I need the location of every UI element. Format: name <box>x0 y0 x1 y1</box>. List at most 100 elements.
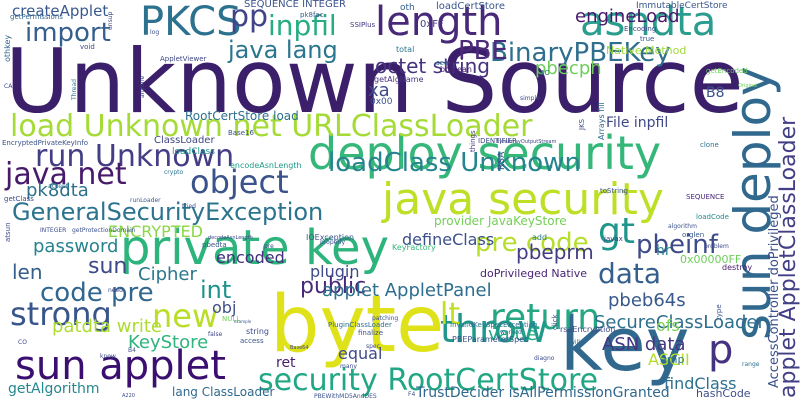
word-pbeinf: pbeinf <box>636 230 718 260</box>
word-pbeprm: pbeprm <box>516 240 594 264</box>
word-decodeasnlength: decodeAsnLength <box>208 235 253 241</box>
word-b4: B4 <box>128 347 136 354</box>
word-pbeb64s: pbeb64s <box>608 290 686 311</box>
word-classloader: ClassLoader <box>154 135 215 146</box>
word-generalsecurityexception: GeneralSecurityException <box>12 198 324 226</box>
word-obj: obj <box>212 298 237 317</box>
word-invalidkeyspecexception: InvalidKeySpecException <box>450 321 538 329</box>
word-trustdecider-isallpermissiongranted: TrustDecider isAllPermissionGranted <box>416 385 670 400</box>
word-arrays-fill: Arrays fill <box>597 102 606 140</box>
word-security-rootcertstore: security RootCertStore <box>258 363 599 398</box>
word-runloader: runLoader <box>130 197 161 204</box>
word-throw: throw <box>440 307 549 351</box>
word-pk8dta: pk8dta <box>26 180 89 201</box>
word-jks: JKS <box>578 118 586 130</box>
word-loadcertstore: loadCertStore <box>436 1 505 12</box>
word-equal: equal <box>338 344 383 363</box>
word-tried: tried <box>182 203 196 210</box>
word-new: new <box>152 297 219 335</box>
word-hr: hr <box>656 243 671 259</box>
word-problem: problem <box>704 243 729 250</box>
word-lt: lt <box>440 297 461 332</box>
word-appletviewer: AppletViewer <box>160 55 207 63</box>
word-getalgname: getAlgName <box>374 75 424 84</box>
word-ssiplus: SSIPlus <box>350 21 376 29</box>
word-sun-applet: sun applet <box>15 343 226 389</box>
word-diagno: diagno <box>534 355 555 362</box>
word-return: return <box>490 297 601 338</box>
word-encrypted: ENCRYPTED <box>108 222 203 241</box>
word-sun: sun <box>88 254 128 279</box>
word-javax: javax <box>604 235 623 243</box>
word-co: CO <box>18 339 27 346</box>
word-access: access <box>240 337 264 345</box>
word-tostring: toString <box>600 187 628 195</box>
word-integer: INTEGER <box>40 227 67 234</box>
word-asn-data: ASN data <box>602 334 686 355</box>
word-know: know <box>100 353 116 360</box>
word-base16: Base16 <box>228 129 254 137</box>
word-pre: pre <box>264 243 274 250</box>
word-plugin: plugin <box>310 262 360 281</box>
word-java-security: java security <box>382 174 664 225</box>
word-pbecph: pbecph <box>535 58 602 79</box>
word-pbedta: pbedta <box>202 241 227 249</box>
word-b8: B8 <box>706 85 725 101</box>
word-encodeasnlength: encodeAsnLength <box>230 161 302 170</box>
word-ret: ret <box>276 355 296 371</box>
word-clone: clone <box>700 141 719 149</box>
word-patdta-write: patdta write <box>52 316 163 337</box>
word-original: Original <box>738 83 758 89</box>
word-getalgorithm: getAlgorithm <box>8 381 100 397</box>
word-password: password <box>33 236 119 257</box>
word-example: example <box>234 319 252 324</box>
word-simple: simple <box>520 95 540 102</box>
word-provider-javakeystore: provider JavaKeyStore <box>434 214 567 228</box>
word-a220: A220 <box>122 393 135 399</box>
word-patching: patching <box>372 315 399 322</box>
word-import: import <box>25 18 111 48</box>
word-object: object <box>190 163 289 201</box>
word-keystore: KeyStore <box>128 332 209 353</box>
word-createapplet: createApplet <box>12 2 109 20</box>
word-identifier: IDENTIFIER <box>478 137 517 145</box>
word-octet-string: octet string <box>375 54 490 78</box>
word-f4: F4 <box>408 391 416 398</box>
word-string: string <box>246 327 269 336</box>
word-accept: accept <box>48 183 69 190</box>
word-pre-code: pre code <box>475 228 589 258</box>
word-applet-appletpanel: applet AppletPanel <box>322 280 492 301</box>
word-loadclass-unknown: loadClass Unknown <box>328 148 581 178</box>
word-immutablecertstore: ImmutableCertStore <box>636 1 728 11</box>
word-4c: 4C <box>540 69 550 77</box>
word-data: data <box>598 257 662 290</box>
word-atsun: atsun <box>4 222 12 242</box>
word-log: log <box>150 29 160 36</box>
word-oth: oth <box>400 3 415 13</box>
word-worked: worked <box>500 329 522 336</box>
word-range: range <box>742 361 760 368</box>
word-pbewithmd5anddes: PBEWithMD5AndDES <box>314 393 377 400</box>
word-encoding: Encoding <box>624 25 657 33</box>
word-load-unknown-net-urlclassloader: load Unknown net URLClassLoader <box>10 109 533 144</box>
word-0x00000ff: 0x00000FF <box>680 253 742 266</box>
word-thread: Thread <box>71 79 78 100</box>
word-getpermissions: getPermissions <box>10 13 63 21</box>
word-spec: spec <box>366 343 380 350</box>
word-rootcertstore-load: RootCertStore load <box>185 109 299 123</box>
word-code-pre: code pre <box>40 278 154 308</box>
word-0x00: 0x00 <box>370 97 393 107</box>
word-pbe: PBE <box>458 36 508 66</box>
word-encoded: encoded <box>216 248 285 267</box>
word-value: value <box>488 324 538 345</box>
word-true: true <box>640 35 655 43</box>
word-gt: gt <box>598 211 635 252</box>
word-pbeparameterspec: PBEParameterSpec <box>452 335 529 344</box>
word-destroy: destroy <box>722 263 753 272</box>
word-things: things <box>469 130 477 152</box>
word-pp: pp <box>230 0 269 34</box>
word-unsup: unsup <box>107 11 114 30</box>
word-accesscontroller-doprivileged: AccessController doPrivileged <box>767 195 782 388</box>
word-loadclass: loadClass <box>172 147 215 157</box>
